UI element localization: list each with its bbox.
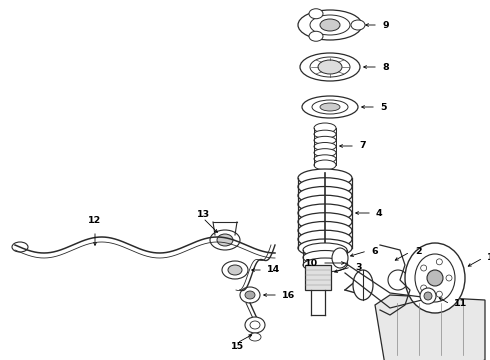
- Text: 7: 7: [359, 141, 366, 150]
- Bar: [305, 265, 331, 290]
- Circle shape: [421, 285, 427, 291]
- Ellipse shape: [210, 230, 240, 250]
- Text: 11: 11: [454, 300, 467, 309]
- Text: 2: 2: [415, 248, 421, 256]
- Ellipse shape: [314, 123, 336, 133]
- Circle shape: [436, 291, 442, 297]
- Ellipse shape: [424, 292, 432, 300]
- Ellipse shape: [300, 53, 360, 81]
- Text: 12: 12: [88, 216, 101, 225]
- Ellipse shape: [420, 288, 436, 304]
- Text: 8: 8: [382, 63, 389, 72]
- Text: 3: 3: [355, 262, 362, 271]
- Ellipse shape: [310, 57, 350, 77]
- Ellipse shape: [303, 251, 347, 265]
- Ellipse shape: [312, 100, 348, 114]
- Ellipse shape: [310, 15, 350, 35]
- Ellipse shape: [314, 160, 336, 170]
- Ellipse shape: [249, 333, 261, 341]
- Ellipse shape: [298, 230, 352, 248]
- Text: 15: 15: [230, 342, 244, 351]
- Text: 10: 10: [305, 258, 318, 267]
- Ellipse shape: [222, 261, 248, 279]
- Ellipse shape: [320, 103, 340, 111]
- Ellipse shape: [298, 213, 352, 231]
- Ellipse shape: [298, 178, 352, 196]
- Circle shape: [421, 265, 427, 271]
- Ellipse shape: [12, 242, 28, 252]
- Ellipse shape: [353, 270, 373, 300]
- Ellipse shape: [240, 287, 260, 303]
- Circle shape: [446, 275, 452, 281]
- Text: 5: 5: [380, 103, 387, 112]
- Polygon shape: [375, 295, 485, 360]
- Ellipse shape: [314, 149, 336, 157]
- Text: 6: 6: [371, 247, 378, 256]
- Ellipse shape: [298, 204, 352, 222]
- Ellipse shape: [303, 258, 347, 272]
- Ellipse shape: [309, 9, 323, 19]
- Circle shape: [436, 259, 442, 265]
- Ellipse shape: [314, 143, 336, 150]
- Ellipse shape: [314, 136, 336, 144]
- Ellipse shape: [405, 243, 465, 313]
- Ellipse shape: [320, 19, 340, 31]
- Ellipse shape: [298, 195, 352, 213]
- Ellipse shape: [217, 234, 233, 246]
- Ellipse shape: [332, 248, 348, 268]
- Ellipse shape: [314, 130, 336, 138]
- Text: 9: 9: [382, 21, 389, 30]
- Ellipse shape: [228, 265, 242, 275]
- Ellipse shape: [298, 186, 352, 204]
- Ellipse shape: [250, 321, 260, 329]
- Ellipse shape: [298, 221, 352, 239]
- Ellipse shape: [351, 20, 365, 30]
- Ellipse shape: [318, 60, 342, 74]
- Ellipse shape: [298, 10, 362, 40]
- Text: 16: 16: [282, 291, 295, 300]
- Text: 14: 14: [267, 266, 280, 274]
- Circle shape: [388, 270, 408, 290]
- Ellipse shape: [245, 317, 265, 333]
- Ellipse shape: [314, 155, 336, 163]
- Ellipse shape: [415, 254, 455, 302]
- Text: 4: 4: [376, 208, 383, 217]
- Ellipse shape: [309, 31, 323, 41]
- Ellipse shape: [298, 169, 352, 187]
- Circle shape: [427, 270, 443, 286]
- Ellipse shape: [302, 96, 358, 118]
- Ellipse shape: [245, 291, 255, 299]
- Ellipse shape: [298, 239, 352, 257]
- Text: 1: 1: [487, 253, 490, 262]
- Text: 13: 13: [196, 210, 210, 219]
- Ellipse shape: [303, 243, 347, 257]
